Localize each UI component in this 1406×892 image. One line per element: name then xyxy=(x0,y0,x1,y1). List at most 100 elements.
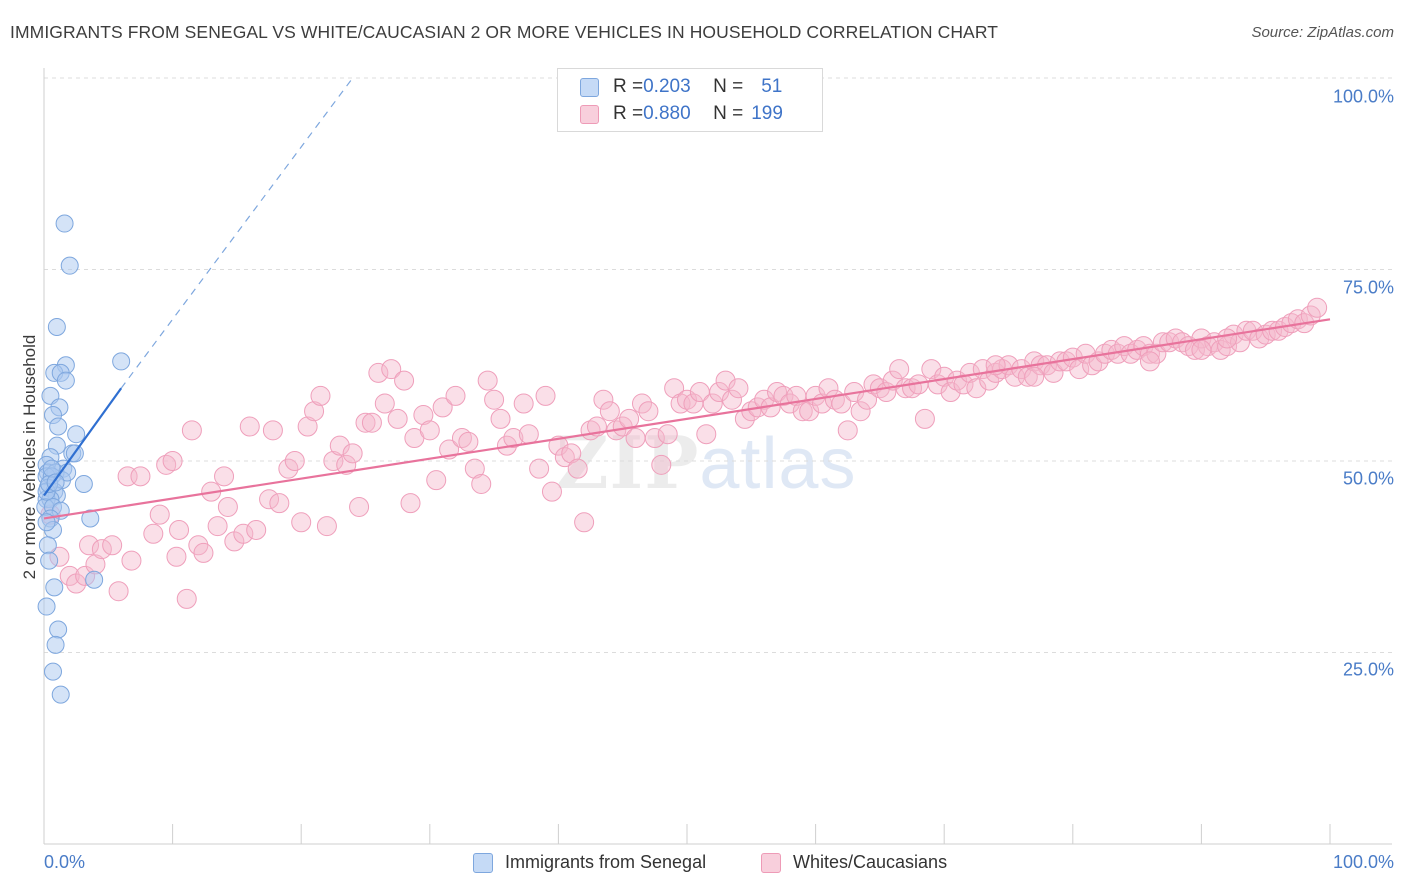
data-point-whites xyxy=(259,489,280,510)
data-point-whites xyxy=(518,424,539,445)
data-point-senegal xyxy=(44,662,63,681)
x-tick-label: 100.0% xyxy=(1332,852,1394,872)
y-axis-label: 2 or more Vehicles in Household xyxy=(20,334,39,580)
chart-legend: Immigrants from Senegal Whites/Caucasian… xyxy=(0,852,1406,878)
data-point-whites xyxy=(143,523,164,544)
data-point-whites xyxy=(207,516,228,537)
data-point-senegal xyxy=(67,425,86,444)
data-point-whites xyxy=(1191,339,1212,360)
data-point-whites xyxy=(1069,359,1090,380)
stats-row-whites: R = 0.880 N = 199 xyxy=(558,102,783,126)
data-point-whites xyxy=(593,389,614,410)
data-point-whites xyxy=(619,408,640,429)
swatch-senegal xyxy=(580,77,599,97)
data-point-whites xyxy=(108,581,129,602)
data-point-senegal xyxy=(51,685,70,704)
data-point-whites xyxy=(156,454,177,475)
data-point-whites xyxy=(166,546,187,567)
data-point-whites xyxy=(329,435,350,456)
data-point-whites xyxy=(291,512,312,533)
data-point-whites xyxy=(921,359,942,380)
y-tick-label: 100.0% xyxy=(1332,86,1394,107)
data-point-senegal xyxy=(85,570,104,589)
data-point-senegal xyxy=(49,620,68,639)
data-point-whites xyxy=(1146,343,1167,364)
data-point-whites xyxy=(426,470,447,491)
data-point-whites xyxy=(503,428,524,449)
data-point-whites xyxy=(471,473,492,494)
legend-swatch xyxy=(761,852,781,873)
data-point-whites xyxy=(464,458,485,479)
data-point-whites xyxy=(657,424,678,445)
data-point-whites xyxy=(121,550,142,571)
y-tick-label: 25.0% xyxy=(1342,659,1394,680)
data-point-whites xyxy=(850,401,871,422)
data-point-whites xyxy=(374,393,395,414)
data-point-whites xyxy=(966,378,987,399)
chart-title: IMMIGRANTS FROM SENEGAL VS WHITE/CAUCASI… xyxy=(10,22,999,42)
data-point-whites xyxy=(837,420,858,441)
data-point-whites xyxy=(664,378,685,399)
data-point-whites xyxy=(233,523,254,544)
data-point-whites xyxy=(381,359,402,380)
data-point-whites xyxy=(91,539,112,560)
data-point-whites xyxy=(1217,328,1238,349)
data-point-whites xyxy=(79,535,100,556)
data-point-whites xyxy=(513,393,534,414)
data-point-whites xyxy=(445,385,466,406)
source-label: Source: ZipAtlas.com xyxy=(1251,24,1394,41)
data-point-whites xyxy=(561,443,582,464)
data-point-whites xyxy=(458,431,479,452)
data-point-whites xyxy=(246,519,267,540)
data-point-whites xyxy=(349,496,370,517)
data-point-whites xyxy=(262,420,283,441)
data-point-whites xyxy=(1024,366,1045,387)
data-point-whites xyxy=(176,588,197,609)
data-point-senegal xyxy=(37,597,56,616)
data-point-whites xyxy=(953,374,974,395)
data-point-whites xyxy=(914,408,935,429)
series-whites-caucasians xyxy=(40,297,1328,609)
data-point-whites xyxy=(548,435,569,456)
data-point-whites xyxy=(162,451,183,471)
data-point-whites xyxy=(269,493,290,514)
data-point-whites xyxy=(284,451,305,471)
axes xyxy=(43,68,1392,845)
data-point-whites xyxy=(677,389,697,410)
trend-lines xyxy=(43,77,1331,520)
y-tick-label: 50.0% xyxy=(1342,468,1394,489)
data-point-whites xyxy=(102,535,123,556)
data-point-whites xyxy=(394,370,415,391)
legend-swatch xyxy=(473,852,493,873)
data-point-whites xyxy=(799,401,820,422)
data-point-whites xyxy=(709,382,730,403)
data-point-whites xyxy=(368,362,389,383)
data-point-whites xyxy=(484,389,505,410)
data-point-senegal xyxy=(38,536,57,555)
data-point-whites xyxy=(336,454,357,475)
data-point-whites xyxy=(1300,305,1321,326)
data-point-whites xyxy=(432,397,453,418)
data-point-senegal xyxy=(46,635,65,654)
series-immigrants-from-senegal xyxy=(36,214,131,704)
trend-extension-senegal xyxy=(120,77,354,389)
data-point-whites xyxy=(419,420,440,441)
data-point-whites xyxy=(361,412,382,433)
data-point-whites xyxy=(722,389,743,410)
data-point-whites xyxy=(169,519,190,540)
data-point-whites xyxy=(214,466,235,487)
data-point-senegal xyxy=(55,214,74,233)
data-point-whites xyxy=(490,408,511,429)
data-point-whites xyxy=(1139,351,1160,372)
data-point-whites xyxy=(702,393,723,414)
data-point-whites xyxy=(316,516,337,537)
data-point-whites xyxy=(535,385,556,406)
data-point-whites xyxy=(400,493,421,514)
stats-row-senegal: R = 0.203 N = 51 xyxy=(558,75,782,99)
y-tick-label: 75.0% xyxy=(1342,277,1394,298)
data-point-whites xyxy=(59,565,80,586)
data-point-senegal xyxy=(112,352,131,371)
trend-line-senegal xyxy=(43,387,123,497)
data-point-whites xyxy=(193,542,214,563)
